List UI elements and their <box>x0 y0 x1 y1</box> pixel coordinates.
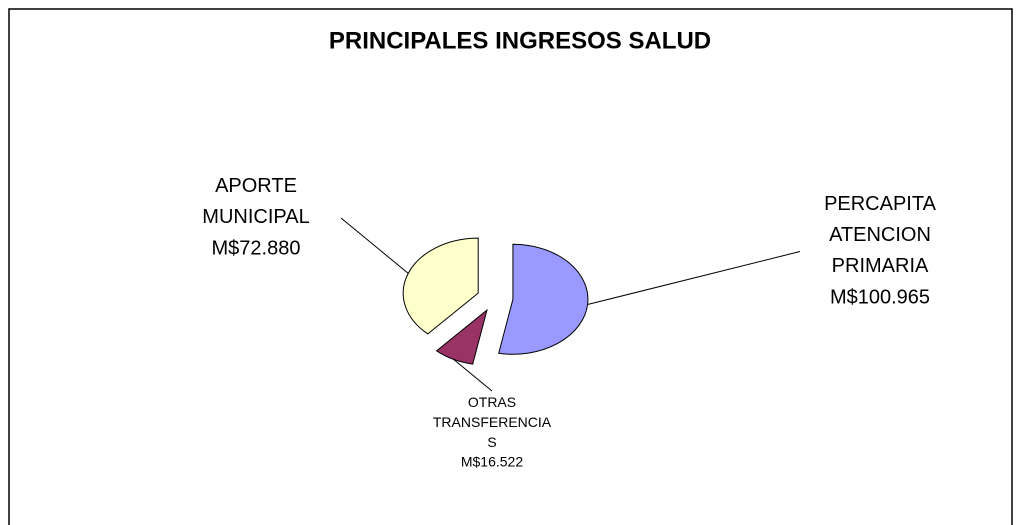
pie-slice <box>435 308 488 365</box>
value-label: M$100.965 <box>830 286 930 308</box>
slice-label: OTRAS TRANSFERENCIA S <box>433 394 552 450</box>
chart-frame <box>8 8 1013 525</box>
pie-slice <box>402 237 479 335</box>
pie-slice <box>498 243 589 355</box>
chart-title: PRINCIPALES INGRESOS SALUD <box>329 27 711 54</box>
value-label: M$16.522 <box>461 454 523 470</box>
leader-line <box>453 358 493 392</box>
value-label: M$72.880 <box>212 237 301 259</box>
slice-label: APORTE MUNICIPAL <box>202 175 309 228</box>
slice-label: PERCAPITA ATENCION PRIMARIA <box>824 193 937 277</box>
leader-line <box>340 217 409 274</box>
leader-line <box>587 251 801 306</box>
